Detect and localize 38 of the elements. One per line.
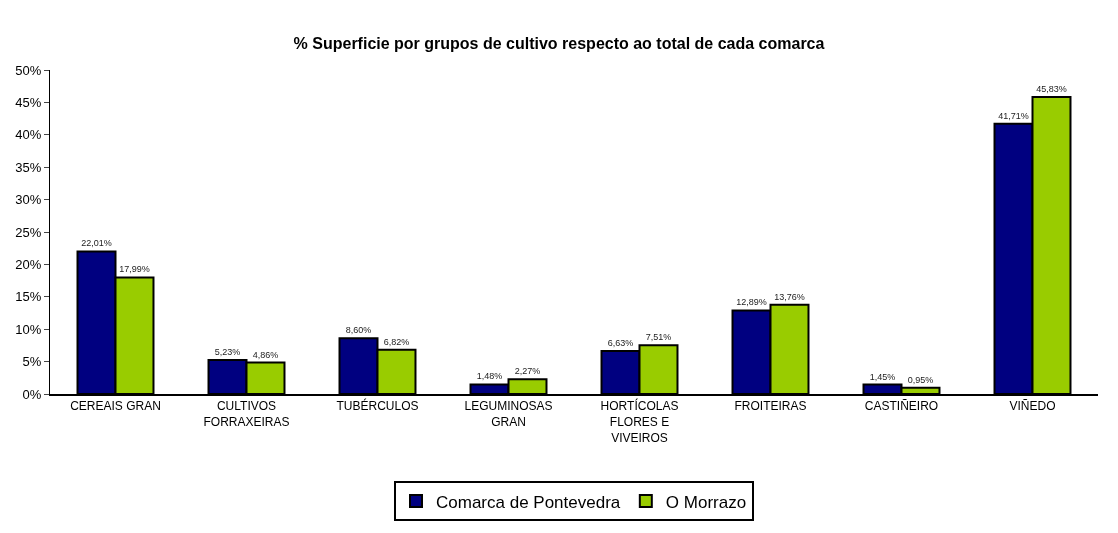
data-label: 45,83% xyxy=(1036,84,1067,95)
data-label: 1,45% xyxy=(869,371,896,382)
y-tick-label: 35% xyxy=(15,159,42,175)
y-tick-label: 40% xyxy=(15,127,42,143)
x-tick-label: VIÑEDO xyxy=(1009,399,1056,414)
x-tick-label: CEREAIS GRAN xyxy=(70,399,161,414)
legend-label: O Morrazo xyxy=(665,492,747,512)
y-tick-label: 25% xyxy=(15,224,42,240)
chart-title: % Superficie por grupos de cultivo respecto ao total de cada comarca xyxy=(293,34,825,52)
data-label: 7,51% xyxy=(645,332,672,343)
data-label: 6,63% xyxy=(607,338,634,349)
data-label: 0,95% xyxy=(907,374,934,385)
y-tick-label: 15% xyxy=(15,289,42,305)
data-label: 6,82% xyxy=(383,336,410,347)
x-tick-label: FROITEIRAS xyxy=(734,399,807,414)
x-tick-label: CULTIVOS FORRAXEIRAS xyxy=(203,399,290,429)
y-tick-label: 45% xyxy=(15,94,42,110)
data-label: 17,99% xyxy=(119,264,150,275)
data-label: 22,01% xyxy=(81,238,112,249)
data-label: 12,89% xyxy=(736,297,767,308)
y-tick-label: 5% xyxy=(22,354,42,370)
data-label: 4,86% xyxy=(252,349,279,360)
x-tick-label: LEGUMINOSAS GRAN xyxy=(464,399,553,429)
y-tick-label: 20% xyxy=(15,256,42,272)
data-label: 13,76% xyxy=(774,291,805,302)
y-tick-label: 0% xyxy=(22,386,42,402)
y-tick-label: 10% xyxy=(15,321,42,337)
data-label: 8,60% xyxy=(345,325,372,336)
x-tick-label: CASTIÑEIRO xyxy=(864,399,939,414)
y-tick-label: 50% xyxy=(15,62,42,78)
legend-label: Comarca de Pontevedra xyxy=(436,492,621,512)
data-label: 2,27% xyxy=(514,366,541,377)
data-label: 1,48% xyxy=(476,371,503,382)
y-tick-label: 30% xyxy=(15,192,42,208)
data-label: 41,71% xyxy=(998,110,1029,121)
data-label: 5,23% xyxy=(214,347,241,358)
x-tick-label: TUBÉRCULOS xyxy=(336,398,419,414)
x-tick-label: HORTÍCOLAS FLORES E VIVEIROS xyxy=(600,398,679,445)
